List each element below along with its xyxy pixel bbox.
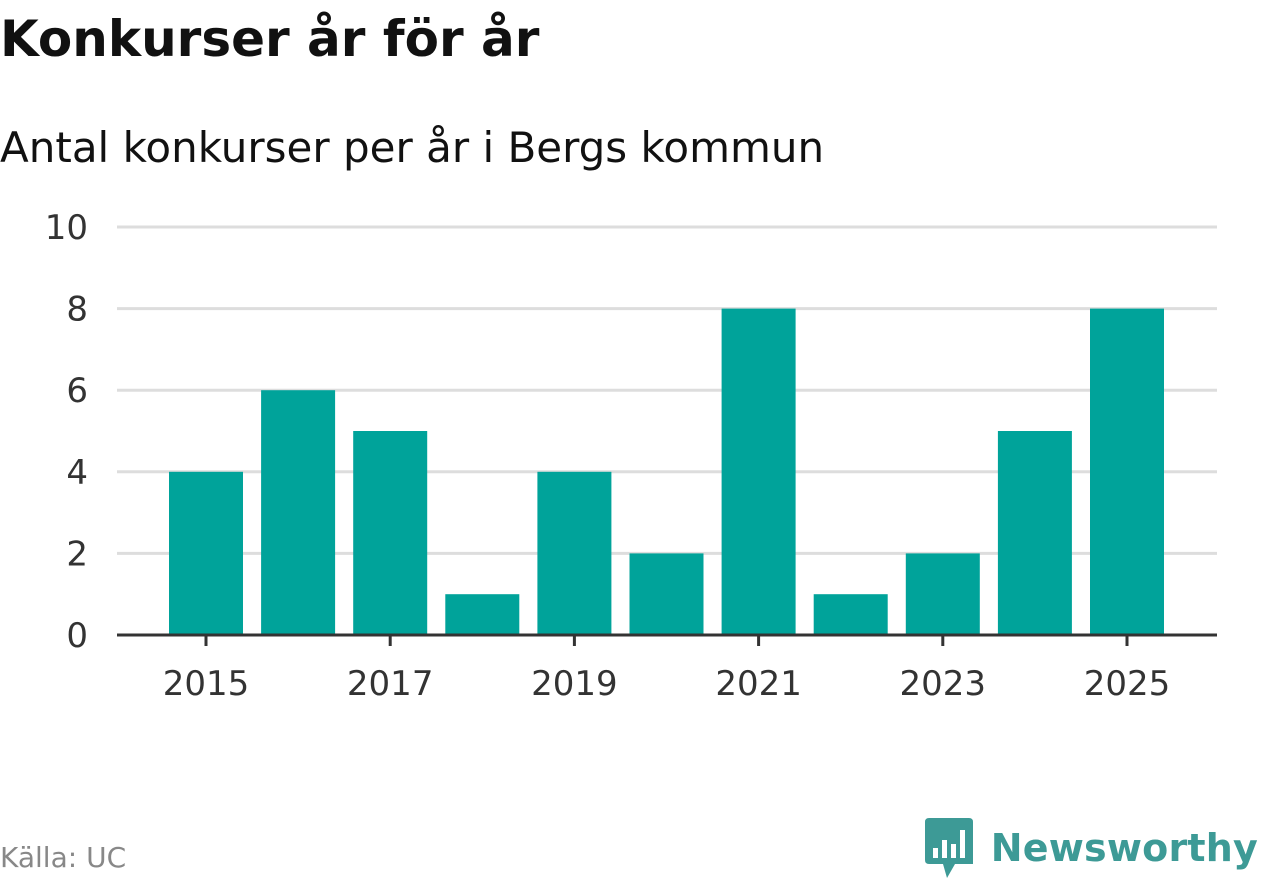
tick-labels: 0 2 4 6 8 10 2015 2017 2019 2021 2023 2025 [45, 208, 1171, 704]
bar-2019 [537, 471, 612, 635]
y-tick-label: 0 [66, 616, 88, 656]
bar-2020 [629, 553, 704, 635]
bar-2018 [445, 594, 520, 635]
bars [169, 308, 1164, 635]
x-tick-label: 2025 [1084, 664, 1171, 704]
newsworthy-logo-icon [924, 818, 973, 878]
bar-2022 [813, 594, 888, 635]
bar-2021 [721, 308, 796, 635]
chart-subtitle: Antal konkurser per år i Bergs kommun [0, 123, 825, 172]
y-tick-label: 8 [66, 290, 88, 330]
x-tick-label: 2023 [900, 664, 987, 704]
brand-name: Newsworthy [990, 826, 1258, 870]
chart-title: Konkurser år för år [0, 10, 540, 68]
bar-2015 [169, 471, 243, 635]
y-tick-label: 6 [66, 371, 88, 411]
x-tick-label: 2019 [531, 664, 618, 704]
bar-2016 [261, 390, 336, 635]
bar-2024 [997, 431, 1072, 635]
x-tick-label: 2021 [715, 664, 802, 704]
x-tick-label: 2015 [163, 664, 250, 704]
source-note: Källa: UC [0, 841, 127, 874]
y-tick-label: 4 [66, 453, 88, 493]
x-tick-label: 2017 [347, 664, 434, 704]
brand-logo: Newsworthy [924, 818, 1258, 878]
y-tick-label: 2 [66, 534, 88, 574]
axes [117, 633, 1217, 646]
bar-2017 [353, 431, 428, 635]
bar-2023 [905, 553, 980, 635]
y-tick-label: 10 [45, 208, 88, 248]
bar-2025 [1090, 308, 1164, 635]
